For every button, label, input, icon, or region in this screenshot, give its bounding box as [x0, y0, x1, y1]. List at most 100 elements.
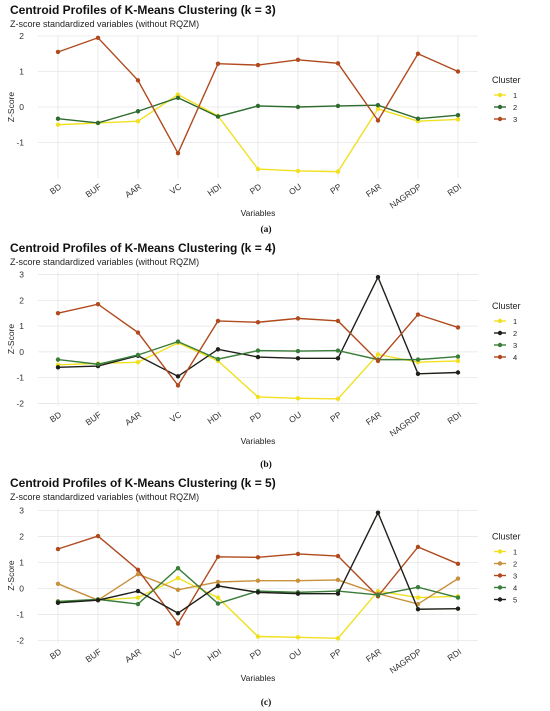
- data-point: [455, 595, 461, 600]
- x-tick-label: BUF: [83, 646, 103, 664]
- y-axis-label: Z-Score: [6, 92, 16, 123]
- chart-subtitle: Z-score standardized variables (without …: [10, 19, 199, 29]
- data-point: [55, 365, 61, 370]
- legend-swatch-point: [497, 573, 503, 578]
- data-point: [215, 601, 221, 606]
- data-point: [255, 103, 261, 109]
- legend-swatch-point: [497, 342, 503, 348]
- data-point: [255, 166, 261, 172]
- legend-swatch-point: [497, 597, 503, 602]
- x-tick-label: HDI: [205, 181, 223, 198]
- chart-panel-2: Centroid Profiles of K-Means Clustering …: [6, 241, 521, 470]
- panel-caption: (a): [260, 224, 271, 235]
- data-point: [335, 396, 341, 401]
- y-tick-label: -1: [16, 373, 24, 383]
- x-tick-label: OU: [287, 181, 303, 197]
- x-tick-label: AAR: [123, 646, 143, 664]
- data-point: [175, 339, 181, 344]
- data-point: [55, 581, 61, 587]
- data-point: [95, 362, 101, 367]
- data-point: [255, 590, 261, 595]
- legend-swatch-point: [497, 318, 503, 324]
- grid: [38, 508, 478, 643]
- series-1: [55, 575, 461, 641]
- chart-panel-3: Centroid Profiles of K-Means Clustering …: [6, 476, 521, 708]
- x-tick-label: PD: [248, 646, 263, 661]
- data-point: [255, 348, 261, 353]
- data-point: [135, 588, 141, 594]
- data-point: [255, 555, 261, 560]
- data-point: [455, 117, 461, 122]
- data-point: [95, 597, 101, 603]
- x-tick-label: RDI: [445, 181, 463, 198]
- data-point: [335, 348, 341, 353]
- data-point: [335, 61, 341, 66]
- chart-title: Centroid Profiles of K-Means Clustering …: [10, 241, 276, 255]
- data-point: [295, 635, 301, 640]
- x-axis-label: Variables: [241, 673, 276, 683]
- legend: Cluster 1 2 3: [492, 75, 521, 124]
- y-tick-label: 0: [19, 102, 24, 112]
- data-point: [455, 358, 461, 364]
- y-tick-label: -1: [16, 138, 24, 148]
- x-tick-label: VC: [168, 646, 183, 661]
- data-point: [255, 578, 261, 583]
- data-point: [375, 592, 381, 598]
- data-point: [175, 621, 181, 626]
- legend-label: 2: [513, 103, 517, 112]
- data-point: [215, 554, 221, 560]
- data-point: [415, 544, 421, 550]
- y-tick-label: 0: [19, 583, 24, 593]
- data-point: [255, 394, 261, 400]
- legend-swatch-point: [497, 116, 503, 122]
- data-point: [135, 359, 141, 365]
- x-tick-label: AAR: [123, 181, 143, 199]
- legend-swatch-point: [497, 104, 503, 110]
- x-tick-label: FAR: [364, 409, 383, 427]
- data-point: [415, 116, 421, 121]
- data-point: [135, 572, 141, 577]
- x-tick-label: NAGRDP: [388, 409, 424, 438]
- data-point: [175, 150, 181, 156]
- data-point: [295, 348, 301, 354]
- data-point: [335, 169, 341, 174]
- x-tick-label: BD: [48, 646, 63, 661]
- legend-swatch-point: [497, 585, 503, 590]
- x-tick-label: RDI: [445, 646, 463, 663]
- x-tick-label: OU: [287, 409, 303, 425]
- data-point: [335, 356, 341, 361]
- x-tick-label: BUF: [83, 181, 103, 199]
- x-tick-label: BD: [48, 181, 63, 196]
- data-point: [255, 320, 261, 325]
- legend-swatch-point: [497, 92, 503, 98]
- data-point: [135, 567, 141, 572]
- data-point: [135, 119, 141, 124]
- legend-label: 1: [513, 91, 517, 100]
- data-point: [215, 114, 221, 119]
- legend-swatch-point: [497, 330, 503, 336]
- data-point: [415, 51, 421, 56]
- data-point: [375, 103, 381, 108]
- data-point: [455, 325, 461, 330]
- data-point: [135, 352, 141, 358]
- data-point: [55, 600, 61, 605]
- series-3: [55, 35, 461, 156]
- data-point: [95, 533, 101, 539]
- y-axis-label: Z-Score: [6, 324, 16, 355]
- data-point: [55, 122, 61, 127]
- data-point: [295, 551, 301, 557]
- data-point: [215, 583, 221, 589]
- series-2: [55, 274, 461, 379]
- y-tick-label: 2: [19, 31, 24, 41]
- x-tick-label: HDI: [205, 646, 223, 663]
- data-point: [135, 595, 141, 600]
- y-tick-label: 1: [19, 67, 24, 77]
- x-tick-label: NAGRDP: [388, 181, 424, 210]
- data-point: [335, 103, 341, 109]
- legend-title: Cluster: [492, 301, 521, 311]
- data-point: [335, 577, 341, 583]
- legend-label: 3: [513, 115, 517, 124]
- data-point: [455, 112, 461, 118]
- data-point: [95, 120, 101, 126]
